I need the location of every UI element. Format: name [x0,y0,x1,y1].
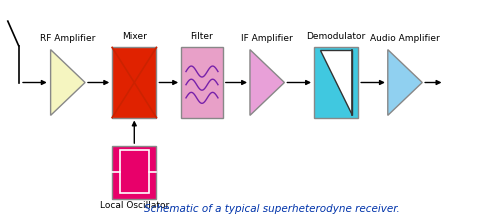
Bar [119,151,149,193]
Bar [181,48,223,118]
Text: Audio Amplifier: Audio Amplifier [370,34,440,43]
Polygon shape [388,50,422,115]
Polygon shape [320,50,352,115]
Polygon shape [250,50,285,115]
Bar [314,48,358,118]
Text: Filter: Filter [191,32,213,41]
Text: Schematic of a typical superheterodyne receiver.: Schematic of a typical superheterodyne r… [144,204,400,214]
Text: Local Oscillator: Local Oscillator [99,201,169,210]
Polygon shape [50,50,85,115]
Text: RF Amplifier: RF Amplifier [40,34,96,43]
Bar [112,48,156,118]
Text: IF Amplifier: IF Amplifier [242,34,293,43]
Text: Demodulator: Demodulator [306,32,366,41]
Bar [112,146,156,199]
Text: Mixer: Mixer [122,32,147,41]
